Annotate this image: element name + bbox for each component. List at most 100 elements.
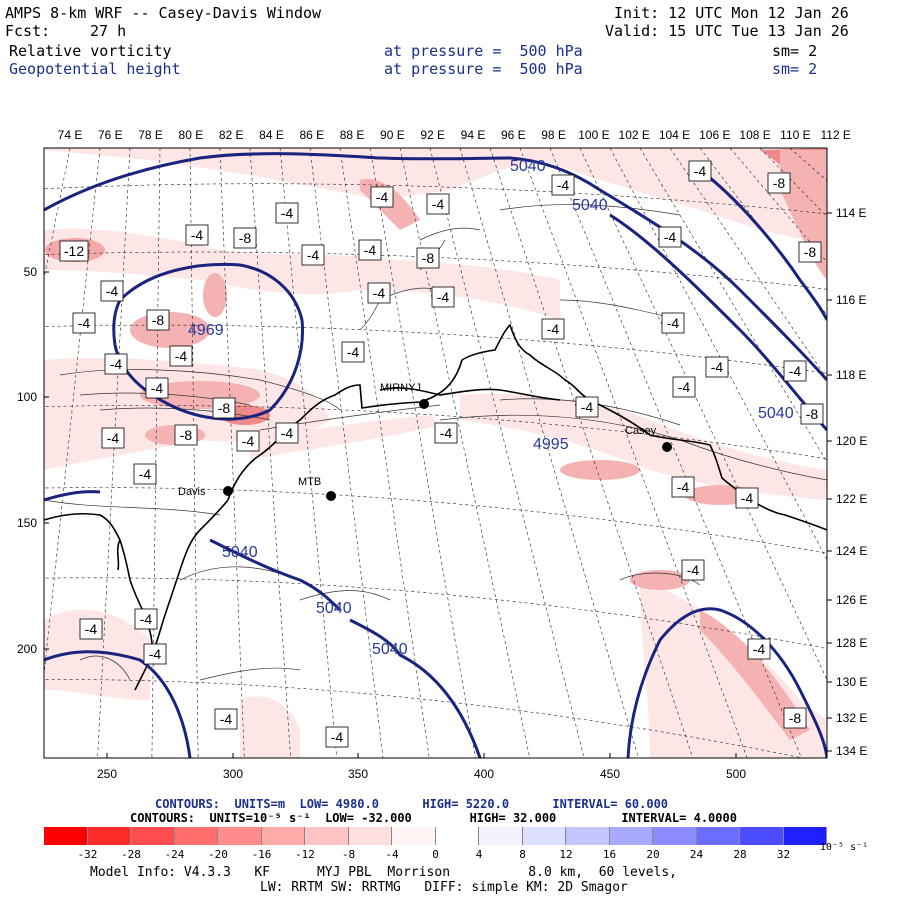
top-lon-label: 108 E — [739, 128, 770, 142]
vorticity-label-box: -4 — [236, 430, 260, 452]
top-lon-label: 112 E — [820, 128, 850, 142]
svg-text:-4: -4 — [140, 611, 153, 627]
vorticity-shading — [44, 148, 827, 758]
vorticity-label-box: -4 — [145, 377, 169, 399]
top-lon-label: 106 E — [699, 128, 730, 142]
vorticity-label-box: -4 — [367, 282, 391, 304]
colorbar-label: -24 — [164, 848, 185, 861]
svg-text:-4: -4 — [789, 363, 802, 379]
svg-text:-4: -4 — [687, 562, 700, 578]
vorticity-label-box: -4 — [101, 427, 125, 449]
forecast-label: Fcst: — [5, 22, 51, 40]
svg-text:-12: -12 — [64, 243, 84, 259]
height-label: 5040 — [222, 544, 258, 561]
vorticity-label-box: -4 — [747, 638, 771, 660]
colorbar-cell — [131, 827, 175, 845]
svg-text:-4: -4 — [364, 242, 377, 258]
vorticity-label-box: -4 — [79, 618, 103, 640]
vorticity-label-box: -4 — [169, 345, 193, 367]
vorticity-label-box: -4 — [72, 312, 96, 334]
svg-text:-8: -8 — [422, 250, 435, 266]
colorbar-cell — [479, 827, 523, 845]
vorticity-label-box: -4 — [672, 376, 696, 398]
left-axis-label: 200 — [17, 642, 37, 656]
vorticity-label-box: -8 — [146, 309, 170, 331]
vorticity-label-box: -4 — [671, 476, 695, 498]
right-lon-label: 122 E — [836, 492, 867, 506]
svg-text:-8: -8 — [239, 230, 252, 246]
bottom-axis-label: 450 — [600, 767, 620, 781]
colorbar-cell — [435, 827, 479, 845]
station-markers — [223, 399, 672, 501]
colorbar-units: 10⁻⁵ s⁻¹ — [819, 842, 869, 853]
colorbar-cell — [348, 827, 392, 845]
vorticity-label-box: -4 — [134, 608, 158, 630]
left-axis-label: 150 — [17, 516, 37, 530]
colorbar-label: -8 — [341, 848, 356, 861]
map-axes: 74 E 76 E 78 E 80 E 82 E 84 E 86 E 88 E 90 E 92 E… — [17, 128, 867, 781]
vorticity-label-box: -4 — [426, 193, 450, 215]
colorbar-cell — [305, 827, 349, 845]
svg-text:-4: -4 — [191, 227, 204, 243]
svg-text:-4: -4 — [432, 196, 445, 212]
svg-text:-4: -4 — [711, 359, 724, 375]
colorbar-label: 24 — [689, 848, 704, 861]
top-lon-label: 90 E — [380, 128, 405, 142]
vorticity-label-box: -4 — [783, 360, 807, 382]
vorticity-label-box: -8 — [783, 707, 807, 729]
left-axis-label: 50 — [24, 265, 38, 279]
colorbar-label: 0 — [432, 848, 439, 861]
colorbar-label: -28 — [121, 848, 141, 861]
top-lon-label: 80 E — [179, 128, 204, 142]
vorticity-label-box: -4 — [275, 202, 299, 224]
height-label: 5040 — [758, 405, 794, 422]
colorbar-cell — [653, 827, 697, 845]
coastline — [44, 323, 827, 691]
colorbar-cell — [174, 827, 218, 845]
right-lon-label: 124 E — [836, 544, 867, 558]
field2-smoothing: sm= 2 — [772, 60, 818, 78]
svg-text:-4: -4 — [78, 315, 91, 331]
colorbar-label: -16 — [251, 848, 272, 861]
svg-text:-4: -4 — [376, 189, 389, 205]
svg-text:-4: -4 — [437, 289, 450, 305]
right-lon-label: 128 E — [836, 636, 867, 650]
svg-text:-4: -4 — [242, 433, 255, 449]
top-lon-label: 78 E — [138, 128, 163, 142]
top-lon-label: 76 E — [98, 128, 123, 142]
svg-text:-4: -4 — [373, 285, 386, 301]
vorticity-label-box: -4 — [370, 186, 394, 208]
station-davis-label: Davis — [178, 486, 206, 498]
vorticity-label-box: -4 — [551, 174, 575, 196]
svg-text:-4: -4 — [149, 646, 162, 662]
svg-text:-4: -4 — [440, 425, 453, 441]
top-lon-label: 110 E — [780, 128, 810, 142]
svg-text:-8: -8 — [806, 406, 819, 422]
vorticity-label-box: -4 — [325, 726, 349, 748]
colorbar-label: 16 — [602, 848, 617, 861]
height-contours — [44, 152, 827, 758]
vorticity-label-box: -8 — [174, 424, 198, 446]
svg-text:-4: -4 — [151, 380, 164, 396]
valid-time: Valid: 15 UTC Tue 13 Jan 26 — [605, 22, 849, 40]
svg-text:-8: -8 — [180, 427, 193, 443]
top-lon-label: 94 E — [461, 128, 486, 142]
vorticity-label-box: -4 — [735, 487, 759, 509]
bottom-axis-label: 350 — [348, 767, 368, 781]
top-lon-label: 96 E — [501, 128, 526, 142]
right-lon-label: 126 E — [836, 593, 867, 607]
field2-name: Geopotential height — [9, 60, 181, 78]
vorticity-label-box: -4 — [341, 341, 365, 363]
top-lon-label: 102 E — [619, 128, 650, 142]
vorticity-label-box: -8 — [767, 172, 791, 194]
height-contour-info: CONTOURS: UNITS=m LOW= 4980.0 HIGH= 5220… — [155, 797, 669, 811]
init-time: Init: 12 UTC Mon 12 Jan 26 — [614, 4, 849, 22]
right-lon-label: 132 E — [836, 711, 867, 725]
top-lon-label: 74 E — [58, 128, 83, 142]
vorticity-label-box: -4 — [681, 559, 705, 581]
colorbar-label: 12 — [559, 848, 573, 861]
svg-text:-4: -4 — [106, 283, 119, 299]
svg-text:-4: -4 — [694, 163, 707, 179]
vorticity-label-box: -8 — [233, 227, 257, 249]
